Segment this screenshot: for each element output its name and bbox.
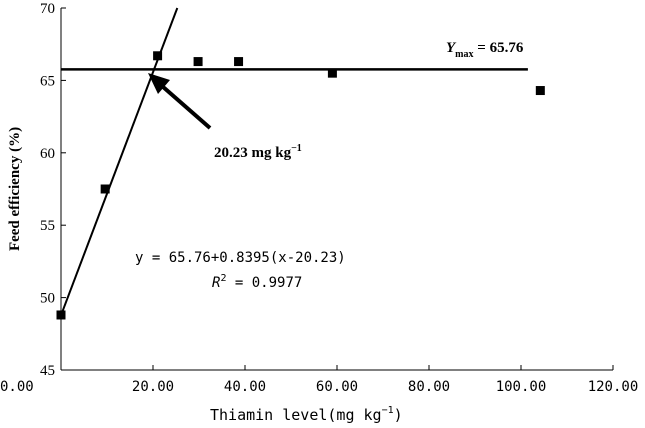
breakpoint-value: 20.23 mg kg: [214, 145, 292, 161]
x-tick-label: 100.00: [496, 379, 547, 395]
x-tick-label: 60.00: [316, 379, 358, 395]
breakpoint-unit-exponent: −1: [291, 143, 302, 154]
plot-area: [60, 8, 613, 371]
x-tick-label: 20.00: [132, 379, 174, 395]
y-tick-label: 50: [40, 291, 55, 307]
data-point: [234, 57, 244, 67]
ymax-value: = 65.76: [474, 40, 524, 56]
ymax-annotation: Ymax = 65.76: [446, 40, 524, 60]
arrow-head: [148, 73, 170, 94]
data-point: [193, 57, 203, 67]
data-point: [327, 68, 337, 78]
r-squared-symbol: R: [212, 275, 220, 291]
x-axis-title-close: ): [394, 406, 403, 424]
y-tick-label: 65: [40, 73, 55, 89]
equation-text: y = 65.76+0.8395(x-20.23): [135, 250, 346, 266]
y-tick-label: 55: [40, 218, 55, 234]
data-point: [100, 184, 110, 194]
x-axis-title-exponent: −1: [382, 405, 394, 416]
x-axis-title: Thiamin level(mg kg−1): [210, 405, 403, 424]
x-tick-label: 0.00: [0, 379, 34, 395]
breakpoint-arrow: [148, 73, 212, 130]
data-point: [56, 310, 66, 320]
x-tick-label: 80.00: [408, 379, 450, 395]
y-tick-label: 70: [40, 1, 55, 17]
arrow-shaft: [160, 84, 212, 130]
x-axis-title-main: Thiamin level(mg kg: [210, 406, 382, 424]
y-axis-title: Feed efficiency (%): [7, 127, 23, 251]
r-squared-exponent: 2: [220, 273, 226, 284]
x-tick-label: 40.00: [224, 379, 266, 395]
y-ticks: 45 50 55 60 65 70: [40, 1, 66, 379]
x-tick-label: 120.00: [588, 379, 639, 395]
ymax-subscript: max: [455, 49, 473, 60]
data-point: [153, 51, 163, 61]
x-ticks: 0.00 20.00 40.00 60.00 80.00 100.00 120.00: [0, 365, 638, 395]
breakpoint-annotation: 20.23 mg kg−1: [214, 143, 302, 161]
ymax-symbol: Y: [446, 40, 457, 56]
data-points: [56, 51, 545, 320]
data-point: [535, 86, 545, 96]
r-squared-value: = 0.9977: [226, 275, 302, 291]
y-tick-label: 60: [40, 146, 55, 162]
y-tick-label: 45: [40, 363, 55, 379]
r-squared-text: R2 = 0.9977: [212, 273, 302, 291]
